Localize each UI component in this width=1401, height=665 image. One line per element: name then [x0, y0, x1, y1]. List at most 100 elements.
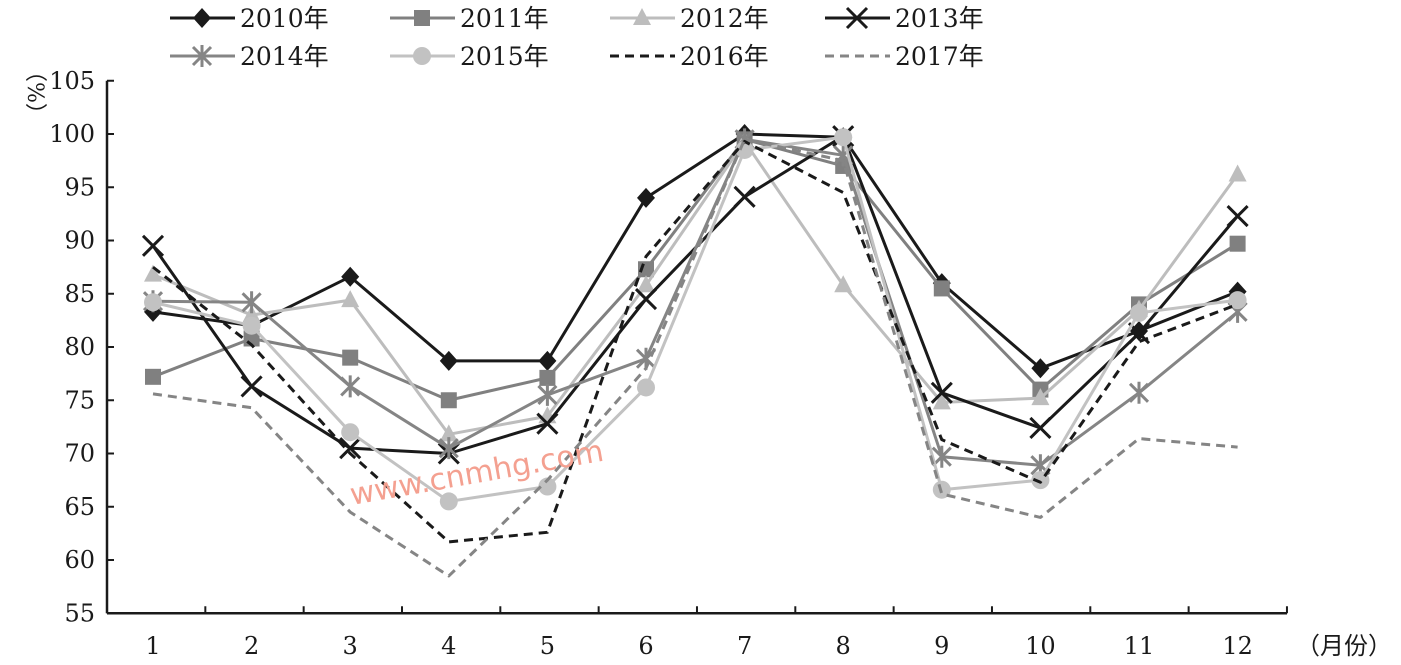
- legend: 2010年 2011年 2012年 2013年 2014年 2015年 2016年 2017年: [170, 4, 984, 71]
- x-marker: [141, 234, 165, 257]
- x-tick-label: 12: [1222, 632, 1253, 660]
- legend-label: 2014年: [240, 42, 329, 71]
- x-tick-label: 11: [1124, 632, 1155, 660]
- legend-label: 2015年: [460, 42, 549, 71]
- series-2013年: [141, 125, 1249, 465]
- x-tick-label: 7: [737, 632, 752, 660]
- square-marker: [1229, 235, 1246, 252]
- triangle-marker: [439, 424, 458, 442]
- y-tick-label: 85: [64, 280, 95, 308]
- legend-item: 2015年: [390, 42, 549, 71]
- legend-item: 2016年: [610, 42, 769, 71]
- circle-marker: [242, 316, 261, 335]
- y-tick-label: 80: [64, 333, 95, 361]
- triangle-marker: [633, 8, 651, 25]
- y-tick-label: 100: [49, 120, 95, 148]
- series-2012年: [144, 131, 1247, 442]
- x-marker: [1226, 204, 1249, 228]
- x-tick-label: 5: [540, 632, 555, 660]
- x-marker: [845, 6, 869, 30]
- legend-item: 2010年: [170, 4, 329, 33]
- square-marker: [933, 280, 950, 297]
- series-line: [152, 132, 1239, 370]
- legend-label: 2010年: [240, 4, 329, 33]
- y-tick-label: 65: [64, 493, 95, 521]
- legend-label: 2011年: [460, 4, 549, 33]
- asterisk-marker: [438, 437, 459, 460]
- y-axis-label: （%）: [22, 60, 47, 125]
- legend-label: 2017年: [895, 42, 984, 71]
- asterisk-marker: [241, 291, 262, 314]
- x-tick-label: 1: [145, 632, 160, 660]
- diamond-marker: [341, 266, 360, 287]
- series-line: [152, 137, 1238, 578]
- x-marker: [1029, 416, 1052, 440]
- x-tick-label: 9: [934, 632, 949, 660]
- legend-item: 2013年: [825, 4, 984, 33]
- diamond-marker: [538, 350, 557, 371]
- circle-marker: [834, 128, 853, 147]
- triangle-marker: [1228, 164, 1247, 182]
- x-tick-label: 4: [441, 632, 456, 660]
- x-marker: [930, 381, 953, 404]
- y-tick-label: 75: [64, 386, 95, 414]
- square-marker: [539, 369, 556, 386]
- circle-marker: [538, 477, 557, 496]
- series-2016年: [152, 139, 1239, 544]
- y-tick-label: 55: [64, 599, 95, 627]
- x-marker: [733, 185, 756, 208]
- legend-item: 2011年: [390, 4, 549, 33]
- diamond-marker: [193, 8, 211, 28]
- square-marker: [145, 368, 161, 385]
- diamond-marker: [439, 350, 458, 371]
- legend-item: 2012年: [610, 4, 769, 33]
- triangle-marker: [144, 264, 162, 282]
- circle-marker: [439, 492, 458, 511]
- legend-label: 2016年: [680, 42, 769, 71]
- y-tick-label: 90: [64, 227, 95, 255]
- triangle-marker: [341, 290, 360, 308]
- y-tick-label: 60: [64, 546, 95, 574]
- series-2017年: [152, 137, 1238, 578]
- circle-marker: [1130, 303, 1148, 322]
- series-line: [152, 137, 1239, 402]
- x-marker: [634, 288, 658, 311]
- asterisk-marker: [1128, 381, 1150, 404]
- series-line: [152, 139, 1239, 436]
- x-marker: [240, 375, 263, 398]
- diamond-marker: [637, 187, 655, 208]
- circle-marker: [735, 140, 754, 159]
- y-tick-label: 95: [64, 173, 95, 201]
- square-marker: [440, 392, 457, 409]
- asterisk-marker: [191, 45, 213, 67]
- legend-item: 2014年: [170, 42, 329, 71]
- y-tick-label: 105: [49, 67, 95, 95]
- circle-marker: [1228, 291, 1247, 310]
- x-marker: [339, 437, 362, 460]
- diamond-marker: [1031, 358, 1050, 379]
- asterisk-marker: [537, 383, 558, 406]
- triangle-marker: [242, 305, 261, 323]
- series-line: [152, 139, 1239, 544]
- x-tick-label: 10: [1025, 632, 1056, 660]
- circle-marker: [637, 378, 655, 397]
- triangle-marker: [932, 392, 951, 410]
- series-line: [152, 137, 1239, 467]
- x-tick-label: 6: [638, 632, 653, 660]
- circle-marker: [413, 47, 431, 65]
- x-axis-label: （月份）: [1296, 632, 1392, 660]
- triangle-marker: [834, 275, 853, 293]
- series-line: [152, 135, 1238, 503]
- asterisk-marker: [340, 375, 361, 398]
- series-2015年: [144, 128, 1247, 511]
- triangle-marker: [637, 275, 655, 293]
- legend-label: 2013年: [895, 4, 984, 33]
- circle-marker: [341, 423, 360, 442]
- series-lines: [141, 124, 1249, 578]
- square-marker: [342, 349, 359, 366]
- legend-label: 2012年: [680, 4, 769, 33]
- square-marker: [414, 10, 430, 26]
